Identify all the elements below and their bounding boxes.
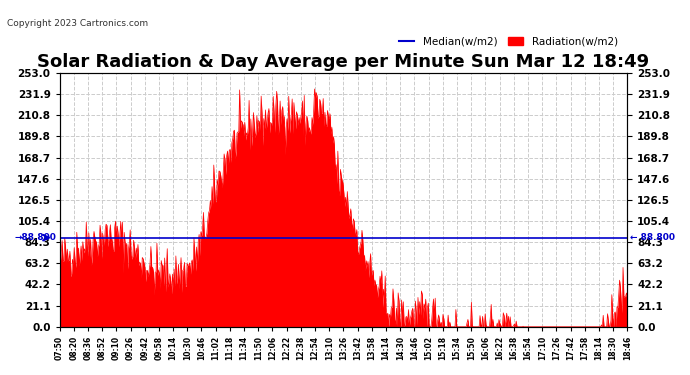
Text: →88.800: →88.800 — [14, 233, 57, 242]
Legend: Median(w/m2), Radiation(w/m2): Median(w/m2), Radiation(w/m2) — [395, 33, 622, 51]
Text: Copyright 2023 Cartronics.com: Copyright 2023 Cartronics.com — [7, 19, 148, 28]
Text: ← 88.800: ← 88.800 — [630, 233, 676, 242]
Title: Solar Radiation & Day Average per Minute Sun Mar 12 18:49: Solar Radiation & Day Average per Minute… — [37, 54, 649, 72]
